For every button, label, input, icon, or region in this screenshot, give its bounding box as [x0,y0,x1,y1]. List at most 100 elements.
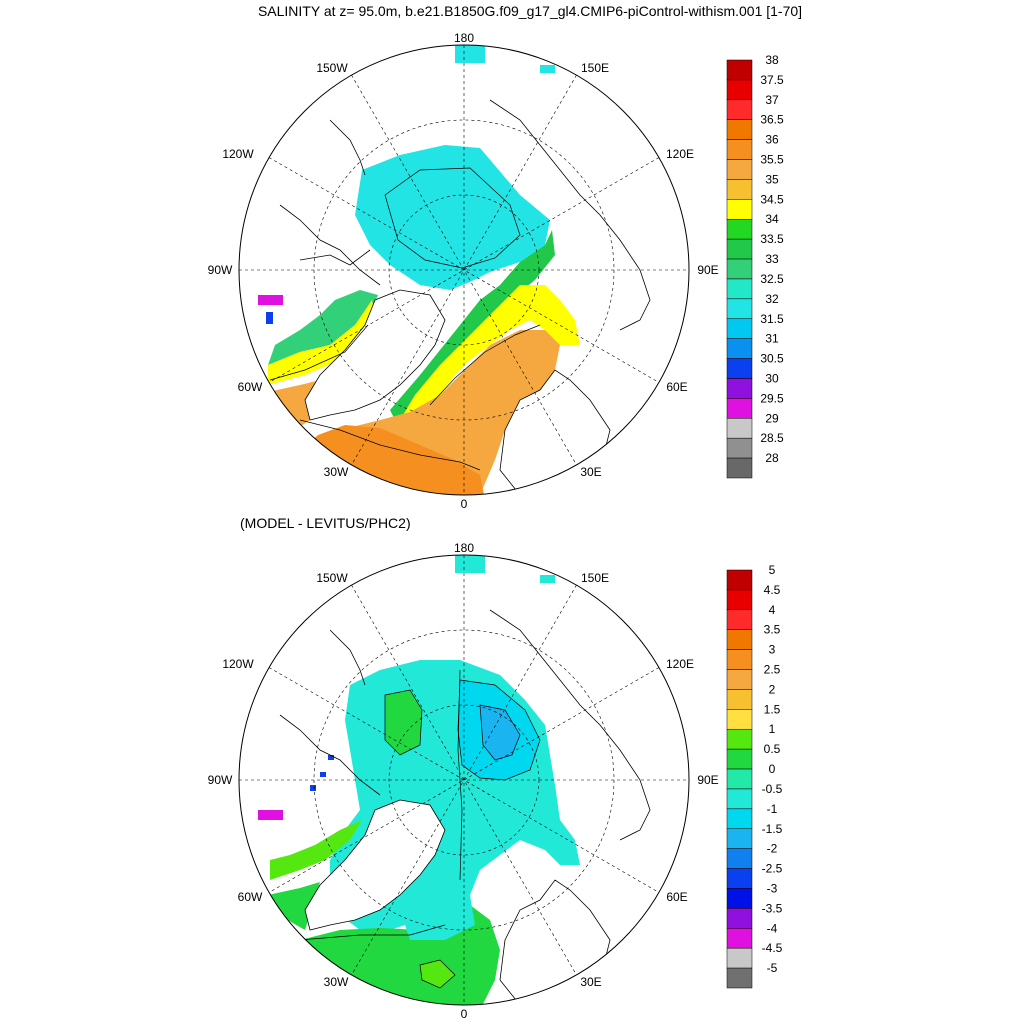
colorbar-tick-label: 32.5 [760,272,784,286]
lon-label-30e: 30E [580,975,601,989]
lon-label-90w: 90W [208,773,233,787]
colorbar-tick-label: 1 [769,722,776,736]
colorbar-tick-label: 35.5 [760,153,784,167]
colorbar-tick-label: 2.5 [764,663,781,677]
colorbar-swatch [726,418,753,439]
lon-label-150e: 150E [581,61,609,75]
colorbar-tick-label: 37.5 [760,73,784,87]
green-patch-fill [384,689,423,756]
colorbar-swatch [726,589,753,611]
colorbar-swatch [726,238,753,260]
colorbar-tick-label: 28 [765,451,779,465]
colorbar-swatch [726,99,753,120]
lon-label-60w: 60W [238,890,263,904]
lon-label-90e: 90E [697,773,718,787]
difference-map-panel: 180 0 150W 150E 120W 120E 90W 90E 60W 60… [208,541,783,1021]
colorbar-tick-label: 34.5 [760,192,784,206]
colorbar-tick-label: -3 [767,881,778,895]
colorbar-swatch [726,358,753,379]
lon-label-0: 0 [461,497,468,511]
colorbar-tick-label: 30 [765,371,779,385]
colorbar-tick-label: 33.5 [760,232,784,246]
colorbar-swatch [726,928,753,949]
colorbar-swatch [726,298,753,320]
colorbar-swatch [726,398,753,419]
lon-label-150w: 150W [316,61,348,75]
lon-label-30e: 30E [580,465,601,479]
colorbar-tick-label: 0.5 [764,742,781,756]
lon-label-120w: 120W [222,657,254,671]
colorbar-swatch [726,709,753,730]
colorbar-swatch [726,437,753,459]
lon-label-60e: 60E [666,890,687,904]
colorbar-tick-label: -4.5 [762,941,783,955]
colorbar-swatch [726,748,753,770]
graticule [239,555,689,1005]
colorbar-swatch [726,967,753,989]
lon-label-90w: 90W [208,263,233,277]
colorbar-swatch [726,947,753,969]
colorbar-tick-label: -2.5 [762,862,783,876]
colorbar-tick-label: 35 [765,172,779,186]
colorbar-swatch [726,868,753,889]
map-boundary [238,44,690,496]
colorbar-swatch [726,59,753,81]
plot-title: SALINITY at z= 95.0m, b.e21.B1850G.f09_g… [257,3,803,19]
colorbar-swatch [726,629,753,650]
lon-label-0: 0 [461,1007,468,1021]
colorbar-tick-label: -0.5 [762,782,783,796]
colorbar-swatch [726,569,753,591]
colorbar-tick-label: 0 [769,762,776,776]
lon-label-150e: 150E [581,571,609,585]
graticule [239,45,689,495]
colorbar-tick-label: 36 [765,133,779,147]
lon-label-30w: 30W [324,465,349,479]
salinity-map-panel: 180 0 150W 150E 120W 120E 90W 90E 60W 60… [208,31,784,511]
salinity-colorbar: 38 37.5 37 36.5 36 35.5 35 34.5 34 33.5 33 32.5 32 31… [726,53,784,479]
colorbar-tick-label: 32 [765,292,779,306]
lon-label-120w: 120W [222,147,254,161]
colorbar-swatch [726,79,753,101]
colorbar-tick-label: 30.5 [760,352,784,366]
greenland-land [304,289,446,421]
colorbar-swatch [726,457,753,479]
colorbar-tick-label: 33 [765,252,779,266]
colorbar-tick-label: 28.5 [760,431,784,445]
colorbar-tick-label: 5 [769,563,776,577]
colorbar-swatch [726,139,753,160]
colorbar-swatch [726,669,753,690]
colorbar-tick-label: 31.5 [760,312,784,326]
colorbar-swatch [726,689,753,710]
colorbar-swatch [726,338,753,359]
barents-yellow-fill [400,285,580,420]
colorbar-swatch [726,808,753,830]
colorbar-tick-label: 37 [765,93,779,107]
colorbar-tick-label: 2 [769,682,776,696]
colorbar-tick-label: 3 [769,643,776,657]
colorbar-swatch [726,649,753,670]
colorbar-swatch [726,258,753,280]
colorbar-swatch [726,199,753,220]
difference-colorbar: 5 4.5 4 3.5 3 2.5 2 1.5 1 0.5 0 -0.5 -1 -1.5 -2 -2.5 -3 -… [726,563,783,989]
lon-label-180: 180 [454,31,474,45]
colorbar-tick-label: 3.5 [764,623,781,637]
lon-label-60e: 60E [666,380,687,394]
colorbar-tick-label: 1.5 [764,702,781,716]
colorbar-swatch [726,828,753,849]
colorbar-swatch [726,908,753,929]
colorbar-tick-label: 4 [769,603,776,617]
colorbar-tick-label: -1 [767,802,778,816]
colorbar-swatch [726,119,753,140]
colorbar-tick-label: -2 [767,842,778,856]
greenland-land [304,799,446,931]
colorbar-swatch [726,318,753,339]
colorbar-tick-label: 4.5 [764,583,781,597]
lon-label-30w: 30W [324,975,349,989]
lon-label-90e: 90E [697,263,718,277]
map-boundary [238,554,690,1006]
lon-label-120e: 120E [666,657,694,671]
lon-label-60w: 60W [238,380,263,394]
colorbar-swatch [726,218,753,240]
colorbar-swatch [726,609,753,630]
colorbar-tick-label: 36.5 [760,113,784,127]
